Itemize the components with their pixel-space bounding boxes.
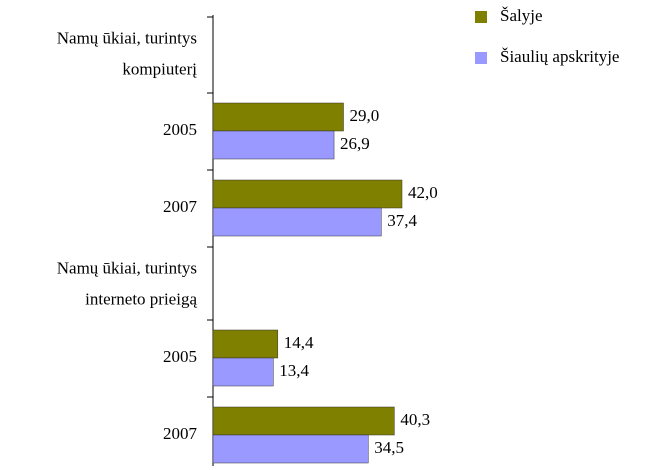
value-label: 14,4 (284, 333, 314, 352)
y-tick-label: kompiuterį (122, 59, 197, 78)
bar (212, 357, 274, 387)
legend-label: Šiaulių apskrityje (500, 47, 619, 66)
y-tick-label: interneto prieigą (85, 289, 197, 308)
value-label: 13,4 (279, 361, 309, 380)
y-tick-label: Namų ūkiai, turintys (57, 258, 197, 277)
value-label: 29,0 (350, 106, 380, 125)
bar (212, 329, 279, 359)
value-label: 37,4 (387, 211, 417, 230)
value-label: 42,0 (408, 183, 438, 202)
bar (212, 102, 344, 132)
y-tick-label: 2005 (163, 347, 197, 366)
value-label: 40,3 (400, 410, 430, 429)
bar (212, 406, 395, 436)
y-tick-label: 2007 (163, 197, 198, 216)
value-label: 34,5 (374, 438, 404, 457)
legend-swatch (475, 11, 487, 23)
bar (212, 130, 335, 160)
y-tick-label: 2007 (163, 424, 198, 443)
bar (212, 207, 382, 237)
legend-swatch (475, 52, 487, 64)
bar (212, 179, 403, 209)
y-tick-label: Namų ūkiai, turintys (57, 28, 197, 47)
value-label: 26,9 (340, 134, 370, 153)
bar (212, 434, 369, 464)
legend-label: Šalyje (500, 6, 543, 25)
y-tick-label: 2005 (163, 120, 197, 139)
